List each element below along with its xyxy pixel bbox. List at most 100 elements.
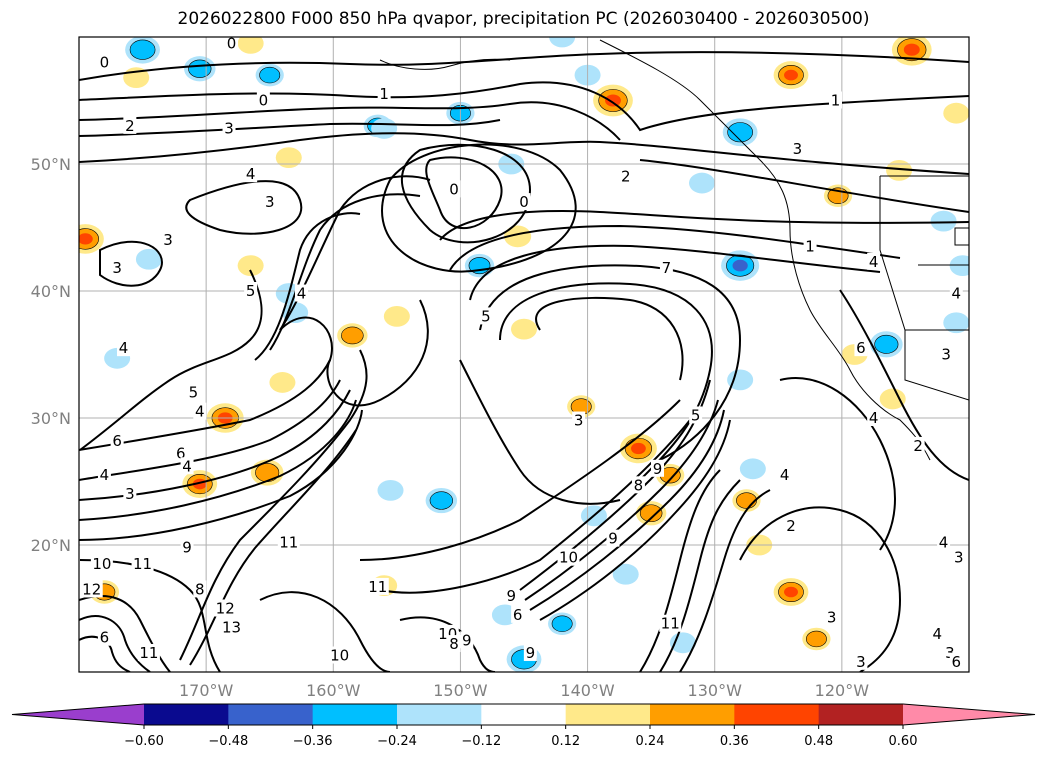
- contour-label-bg: [867, 252, 881, 270]
- contour-label: 4: [939, 533, 949, 551]
- contour-line: [524, 399, 719, 601]
- colorbar-extend-max: [903, 704, 1035, 725]
- colorbar-segment: [144, 704, 229, 725]
- contour-label-bg: [295, 284, 308, 302]
- contour-label-bg: [90, 555, 113, 573]
- contour-line: [659, 479, 741, 672]
- contour-label: 3: [112, 259, 122, 277]
- contour-label: 3: [941, 346, 951, 364]
- contour-label-bg: [949, 652, 963, 670]
- contour-line: [99, 240, 163, 287]
- contour-label: 1: [831, 92, 841, 110]
- precip-patch: [504, 225, 532, 248]
- contour-label-bg: [447, 180, 461, 198]
- contour-label: 3: [574, 412, 584, 430]
- precip-patch: [383, 306, 410, 327]
- contour-label: 1: [379, 85, 389, 103]
- colorbar-segment: [818, 704, 904, 725]
- contour-label-bg: [225, 37, 239, 52]
- contour-label: 2: [786, 517, 796, 535]
- contour-label-bg: [460, 631, 474, 649]
- contour-label: 8: [634, 476, 644, 494]
- precip-patch: [464, 253, 495, 278]
- contour-label-bg: [854, 652, 868, 670]
- longitude-tick-label: 160°W: [306, 681, 361, 700]
- colorbar-segments: [11, 703, 1036, 726]
- contour-label: 11: [661, 615, 680, 633]
- precip-patch: [619, 433, 657, 464]
- contour-label-bg: [244, 282, 258, 299]
- precip-patch: [511, 318, 537, 340]
- precip-patch-halo: [879, 388, 906, 410]
- precip-patch-core: [429, 491, 453, 510]
- contour-label: 0: [449, 180, 459, 198]
- longitude-tick-label: 170°W: [179, 681, 234, 700]
- precip-patch: [635, 501, 667, 526]
- colorbar-tick-label: −0.12: [461, 734, 501, 749]
- contour-label: 9: [182, 539, 192, 557]
- precip-patch-peak: [732, 259, 748, 272]
- contour-label-bg: [949, 284, 963, 302]
- precip-patch-halo: [943, 312, 969, 334]
- contour-line: [399, 616, 496, 672]
- contour-label: 13: [222, 619, 241, 637]
- contour-label: 4: [182, 457, 192, 475]
- contour-label-bg: [277, 533, 300, 551]
- contour-label-bg: [222, 119, 236, 137]
- colorbar-tick-label: 0.24: [636, 734, 665, 749]
- map-frame: [78, 36, 970, 673]
- precip-patch: [548, 612, 577, 636]
- north-america-coast: [599, 39, 931, 461]
- contour-label: 4: [119, 339, 129, 357]
- precip-patch: [802, 627, 831, 651]
- contour-label: 4: [246, 165, 256, 183]
- contour-label: 9: [526, 644, 536, 662]
- contour-line: [401, 143, 532, 244]
- colorbar-segment: [397, 704, 482, 725]
- contour-label: 6: [856, 339, 866, 357]
- contour-line: [739, 506, 902, 672]
- contour-label-bg: [825, 608, 839, 626]
- precip-patch: [739, 458, 766, 480]
- gridlines: [79, 37, 969, 672]
- contour-label: 2: [913, 437, 923, 455]
- precip-patch-halo: [383, 306, 410, 327]
- contour-label-bg: [244, 165, 258, 183]
- contour-line: [269, 193, 421, 351]
- contour-label-bg: [193, 580, 207, 598]
- longitude-tick-label: 130°W: [688, 681, 743, 700]
- contour-label-bg: [930, 624, 944, 642]
- contour-label: 5: [481, 307, 491, 325]
- precip-patch-halo: [269, 372, 296, 393]
- colorbar-tick-label: −0.48: [208, 734, 248, 749]
- contour-label: 4: [297, 285, 307, 303]
- precip-patch: [722, 118, 758, 147]
- contour-label-bg: [220, 618, 243, 636]
- contour-line: [479, 264, 742, 461]
- precip-patch: [237, 255, 264, 276]
- precip-patch-core: [874, 334, 899, 354]
- contour-line: [254, 212, 361, 361]
- contour-line: [259, 591, 391, 672]
- precip-patch-halo: [371, 118, 398, 139]
- precip-patch: [773, 578, 809, 606]
- contour-line: [79, 559, 221, 672]
- longitude-tick-label: 140°W: [560, 681, 615, 700]
- contour-label: 3: [163, 231, 173, 249]
- precip-patch-core: [639, 504, 663, 523]
- longitude-tick-label: 120°W: [815, 681, 870, 700]
- latitude-tick-label: 30°N: [31, 409, 71, 428]
- precip-patch-halo: [275, 147, 302, 169]
- contour-label: 9: [653, 460, 663, 478]
- contour-label-bg: [867, 409, 881, 426]
- contour-label: 7: [662, 259, 672, 277]
- precip-patch: [371, 118, 398, 139]
- contour-label: 2: [621, 168, 631, 186]
- colorbar-tick-label: 0.48: [804, 734, 833, 749]
- colorbar-segment: [312, 704, 398, 725]
- contour-label-bg: [952, 548, 966, 566]
- contour-label: 10: [559, 549, 578, 567]
- contour-label: 3: [224, 119, 234, 137]
- precip-patch-halo: [930, 210, 957, 232]
- mexico-border: [904, 330, 969, 401]
